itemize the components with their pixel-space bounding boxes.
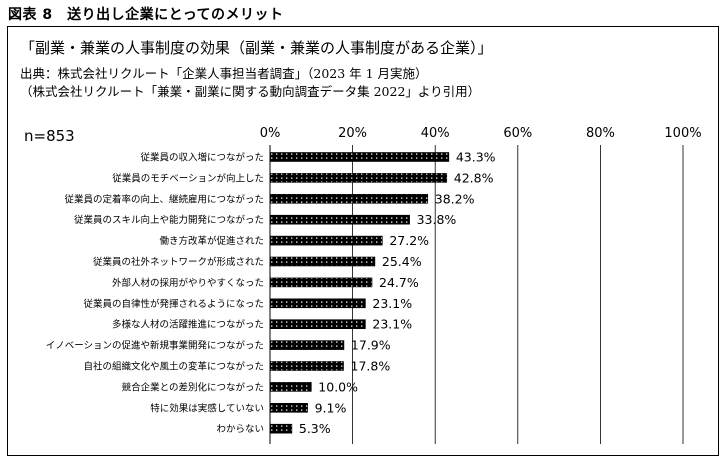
x-axis-ticks: 0% 20% 40% 60% 80% 100% <box>260 126 702 141</box>
category-label: わからない <box>216 424 264 435</box>
value-label: 38.2% <box>435 191 475 206</box>
category-label: 働き方改革が促進された <box>159 235 264 247</box>
source-line: 出典：株式会社リクルート「企業人事担当者調査」（2023 年 1 月実施） <box>20 66 428 81</box>
figure-label: 図表 8 送り出し企業にとってのメリット <box>8 7 284 23</box>
value-label: 9.1% <box>315 400 347 415</box>
x-tick-label: 100% <box>664 126 701 141</box>
category-label: 従業員のスキル向上や能力開発につながった <box>74 214 264 226</box>
bar <box>269 256 376 267</box>
category-label: 従業員の自律性が発揮されるようになった <box>83 298 264 310</box>
value-label: 17.9% <box>351 338 391 353</box>
category-label: 特に効果は実感していない <box>150 402 264 414</box>
value-label: 25.4% <box>382 254 422 269</box>
sample-size-label: n=853 <box>24 127 75 145</box>
category-label: イノベーションの促進や新規事業開発につながった <box>46 340 264 352</box>
value-label: 23.1% <box>372 317 412 332</box>
category-label: 競合企業との差別化につながった <box>122 381 264 393</box>
bar <box>269 298 366 309</box>
value-label: 10.0% <box>318 379 358 394</box>
bar <box>269 194 429 204</box>
x-tick-label: 40% <box>421 126 450 141</box>
x-tick-label: 0% <box>260 126 281 141</box>
citation-line: （株式会社リクルート「兼業・副業に関する動向調査データ集 2022」より引用） <box>20 84 481 99</box>
value-label: 27.2% <box>389 233 429 248</box>
bar <box>269 173 448 183</box>
category-label: 従業員の社外ネットワークが形成された <box>93 256 264 268</box>
bar <box>269 214 410 225</box>
category-label: 従業員の定着率の向上、継続雇用につながった <box>64 193 264 205</box>
bar <box>269 423 293 434</box>
category-label: 外部人材の採用がやりやすくなった <box>112 277 264 289</box>
value-label: 17.8% <box>351 359 391 374</box>
bar <box>269 361 344 371</box>
bar <box>269 277 373 288</box>
x-tick-label: 60% <box>503 126 532 141</box>
x-tick-label: 20% <box>338 126 367 141</box>
chart-title: 「副業・兼業の人事制度の効果（副業・兼業の人事制度がある企業）」 <box>20 39 493 57</box>
gridlines <box>269 145 684 444</box>
bar <box>269 152 450 162</box>
value-label: 33.8% <box>417 212 457 227</box>
category-label: 多様な人材の活躍推進につながった <box>112 319 264 331</box>
category-label: 従業員のモチベーションが向上した <box>112 172 264 184</box>
category-label: 従業員の収入増につながった <box>140 152 264 164</box>
bar <box>269 235 383 246</box>
bar <box>269 382 312 392</box>
value-label: 24.7% <box>379 275 419 290</box>
bar <box>269 340 345 350</box>
bar <box>269 402 308 413</box>
value-label: 42.8% <box>454 170 494 185</box>
value-label: 5.3% <box>299 421 331 436</box>
bar <box>269 319 366 330</box>
value-label: 23.1% <box>372 296 412 311</box>
bars: 従業員の収入増につながった 43.3% 従業員のモチベーションが向上した 42.8% 従… <box>46 150 496 437</box>
x-tick-label: 80% <box>586 126 615 141</box>
chart-frame: 「副業・兼業の人事制度の効果（副業・兼業の人事制度がある企業）」 出典：株式会社… <box>7 26 719 456</box>
category-label: 自社の組織文化や風土の変革につながった <box>83 361 264 373</box>
value-label: 43.3% <box>456 150 496 165</box>
